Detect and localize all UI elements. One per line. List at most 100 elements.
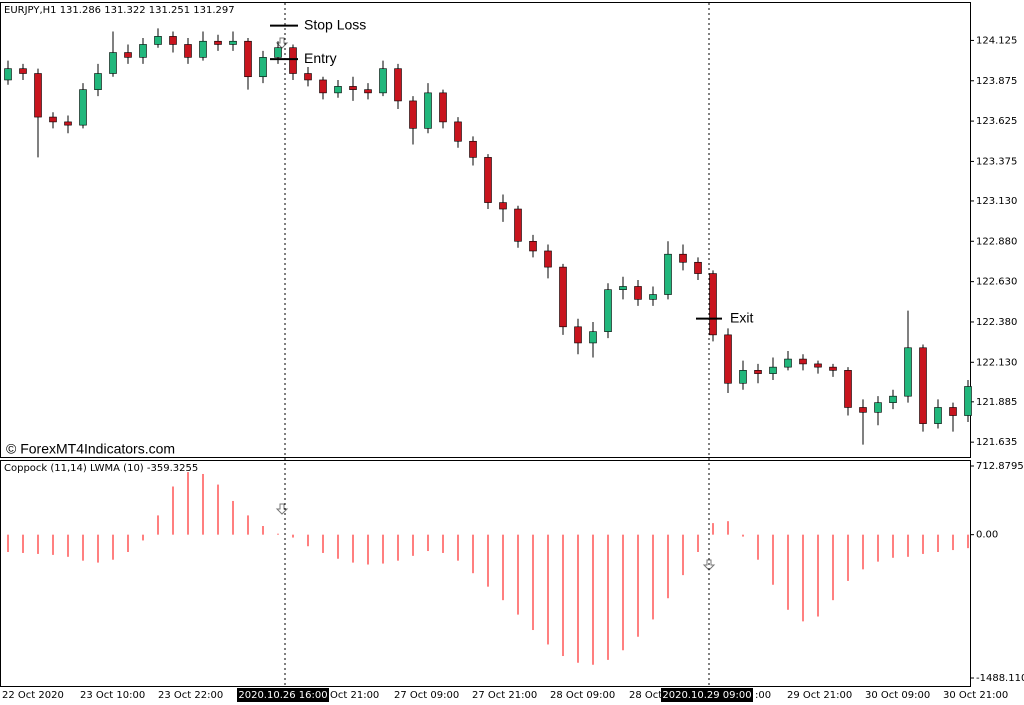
candle-body (769, 366, 777, 374)
candle-body (694, 261, 702, 274)
candle-body (934, 407, 942, 424)
candle-body (814, 363, 822, 368)
x-tick-label: 23 Oct 10:00 (80, 690, 145, 701)
candle-body (379, 68, 387, 94)
candle-body (844, 370, 852, 408)
y-tick-label: 123.375 (976, 156, 1017, 167)
candle-body (649, 294, 657, 300)
candle-body (169, 36, 177, 45)
candle-body (214, 40, 222, 45)
candle-body (529, 240, 537, 252)
candle-body (859, 407, 867, 413)
y-tick-label: 122.130 (976, 357, 1017, 368)
candle-body (469, 140, 477, 158)
annotation: Entry (304, 50, 337, 66)
y-tick-label: 123.875 (976, 76, 1017, 87)
x-tick-label: Oct 21:00 (330, 690, 379, 701)
chart-title: EURJPY,H1 131.286 131.322 131.251 131.29… (4, 5, 235, 16)
candle-body (274, 47, 282, 58)
candle-body (79, 89, 87, 126)
candle-body (514, 208, 522, 242)
candle-body (349, 86, 357, 90)
candle-body (484, 157, 492, 203)
candle-body (709, 273, 717, 336)
candle-body (154, 36, 162, 45)
candle-body (109, 52, 117, 74)
candle-body (199, 40, 207, 58)
candle-body (964, 386, 972, 416)
annotation: Stop Loss (304, 16, 366, 32)
y-tick-label: 121.885 (976, 397, 1017, 408)
x-tick-label: 30 Oct 09:00 (865, 690, 930, 701)
x-tick-label: 27 Oct 09:00 (394, 690, 459, 701)
arrow (275, 503, 289, 515)
y-tick-label: 124.125 (976, 35, 1017, 46)
candle-body (574, 326, 582, 344)
y-tick-label: -1488.1104 (976, 673, 1024, 684)
watermark: © ForexMT4Indicators.com (6, 441, 175, 457)
x-tick-label: 22 Oct 2020 (2, 690, 64, 701)
marker-label: 2020.10.26 16:00 (238, 690, 327, 701)
marker-box (661, 688, 753, 702)
candle-body (829, 366, 837, 371)
candle-body (889, 395, 897, 403)
candle-body (304, 73, 312, 81)
candle-body (454, 121, 462, 142)
marker-box (237, 688, 329, 702)
candle-body (664, 253, 672, 295)
candle-body (619, 286, 627, 290)
candle-body (94, 73, 102, 90)
candle-body (64, 121, 72, 126)
candle-body (679, 253, 687, 263)
candle-body (919, 347, 927, 424)
annotation: Exit (730, 309, 753, 325)
candle-body (724, 334, 732, 384)
candle-body (739, 370, 747, 384)
candle-body (559, 266, 567, 328)
x-tick-label: 27 Oct 21:00 (472, 690, 537, 701)
x-tick-label: :00 (755, 690, 771, 701)
y-tick-label: 123.625 (976, 116, 1017, 127)
x-tick-label: 29 Oct 21:00 (787, 690, 852, 701)
indicator-pane (0, 460, 971, 687)
x-tick-label: 30 Oct 21:00 (943, 690, 1008, 701)
candle-body (364, 89, 372, 94)
candle-body (259, 57, 267, 78)
candle-body (334, 86, 342, 94)
candle-body (799, 358, 807, 365)
y-tick-label: 122.380 (976, 317, 1017, 328)
candle-body (439, 92, 447, 123)
candle-body (784, 358, 792, 368)
y-tick-label: 122.630 (976, 277, 1017, 288)
x-tick-label: 28 Oct (629, 690, 662, 701)
y-tick-label: 121.635 (976, 437, 1017, 448)
candle-body (124, 52, 132, 58)
candle-body (874, 402, 882, 413)
candle-body (394, 68, 402, 102)
x-tick-label: 28 Oct 09:00 (550, 690, 615, 701)
candle-body (289, 47, 297, 74)
candle-body (589, 331, 597, 344)
x-tick-label: 23 Oct 22:00 (158, 690, 223, 701)
candle-body (754, 370, 762, 374)
candle-body (604, 289, 612, 332)
main-pane (0, 2, 971, 458)
candle-body (19, 68, 27, 74)
candle-body (49, 116, 57, 123)
candle-body (544, 250, 552, 268)
candle-body (949, 407, 957, 416)
candle-body (244, 40, 252, 78)
candle-body (319, 79, 327, 94)
y-tick-label: 123.130 (976, 196, 1017, 207)
arrow (275, 37, 289, 49)
candle-body (634, 286, 642, 300)
y-tick-label: 122.880 (976, 236, 1017, 247)
candle-body (409, 100, 417, 129)
candle-body (904, 347, 912, 397)
y-tick-label: 712.8795 (976, 461, 1024, 472)
marker-label: 2020.10.29 09:00 (662, 690, 751, 701)
candle-body (139, 44, 147, 58)
candle-body (424, 92, 432, 129)
candle-body (34, 73, 42, 118)
